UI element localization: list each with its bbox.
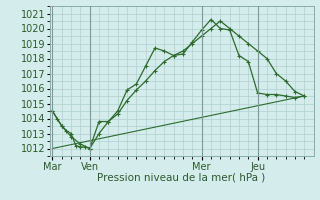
X-axis label: Pression niveau de la mer( hPa ): Pression niveau de la mer( hPa ) <box>98 173 266 183</box>
